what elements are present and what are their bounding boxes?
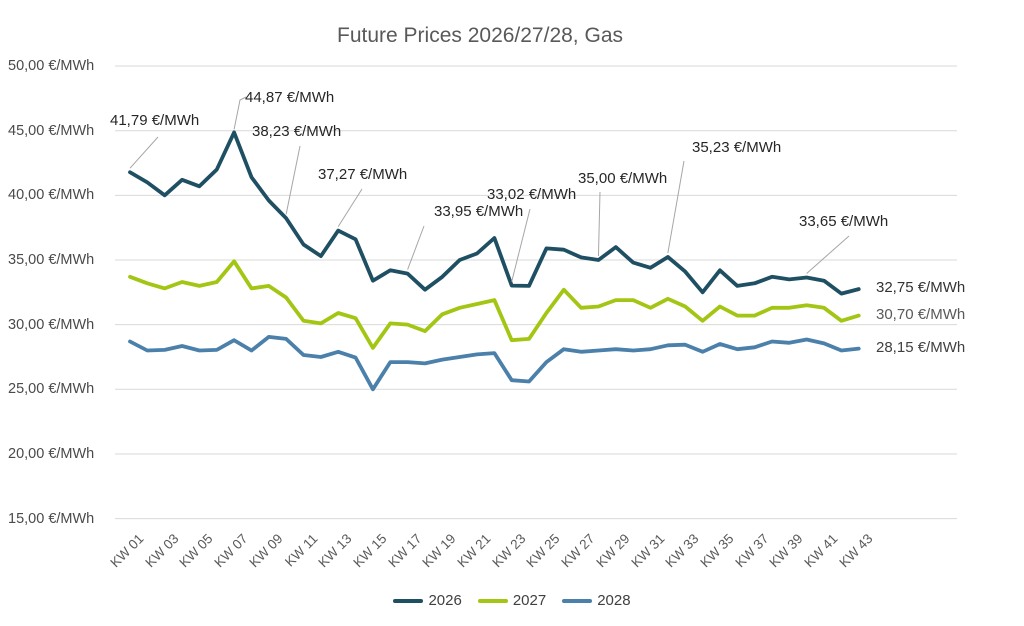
- legend-label: 2028: [597, 592, 631, 609]
- data-label-annotation: 35,00 €/MWh: [578, 170, 668, 187]
- annotation-leader-line: [129, 136, 159, 169]
- y-axis-tick-label: 15,00 €/MWh: [8, 510, 95, 527]
- y-axis-tick-label: 40,00 €/MWh: [8, 187, 95, 204]
- data-label-annotation: 33,95 €/MWh: [434, 203, 524, 220]
- legend-item-2027: 2027: [477, 592, 547, 609]
- annotation-leader-line: [285, 145, 301, 215]
- series-line-2028: [128, 334, 861, 392]
- legend-label: 2026: [428, 592, 462, 609]
- data-label-annotation: 33,02 €/MWh: [487, 186, 577, 203]
- data-label-annotation: 33,65 €/MWh: [799, 213, 889, 230]
- legend-swatch-2027: [477, 598, 508, 603]
- chart-title: Future Prices 2026/27/28, Gas: [337, 24, 623, 47]
- legend: 2026 2027 2028: [0, 592, 1024, 609]
- y-axis-tick-label: 35,00 €/MWh: [8, 252, 95, 268]
- data-label-annotation: 37,27 €/MWh: [318, 166, 408, 183]
- y-axis-tick-label: 20,00 €/MWh: [8, 445, 95, 462]
- series-end-value-label: 30,70 €/MWh: [876, 305, 966, 323]
- data-label-annotation: 38,23 €/MWh: [252, 123, 342, 140]
- annotation-leader-line: [667, 160, 685, 254]
- annotation-leader-line: [597, 191, 601, 257]
- legend-swatch-2026: [393, 598, 424, 603]
- series-line-2027: [128, 259, 861, 350]
- y-axis-tick-label: 50,00 €/MWh: [8, 58, 95, 75]
- data-label-annotation: 35,23 €/MWh: [692, 139, 782, 156]
- y-axis-tick-label: 25,00 €/MWh: [8, 381, 95, 398]
- data-label-annotation: 41,79 €/MWh: [110, 112, 200, 129]
- annotation-leader-line: [511, 208, 531, 282]
- series-end-value-label: 28,15 €/MWh: [876, 338, 966, 356]
- annotation-leader-line: [337, 188, 363, 227]
- series-end-value-label: 32,75 €/MWh: [876, 279, 966, 297]
- annotation-leader-line: [806, 235, 850, 274]
- data-label-annotation: 44,87 €/MWh: [245, 89, 335, 106]
- y-axis-tick-label: 30,00 €/MWh: [8, 316, 95, 333]
- legend-item-2028: 2028: [562, 592, 631, 609]
- series-line-2026: [128, 130, 861, 296]
- legend-item-2026: 2026: [393, 592, 462, 609]
- annotation-leader-line: [233, 96, 247, 130]
- annotation-leader-line: [407, 225, 425, 270]
- legend-swatch-2028: [562, 598, 593, 603]
- y-axis-tick-label: 45,00 €/MWh: [8, 122, 95, 139]
- legend-label: 2027: [512, 592, 547, 609]
